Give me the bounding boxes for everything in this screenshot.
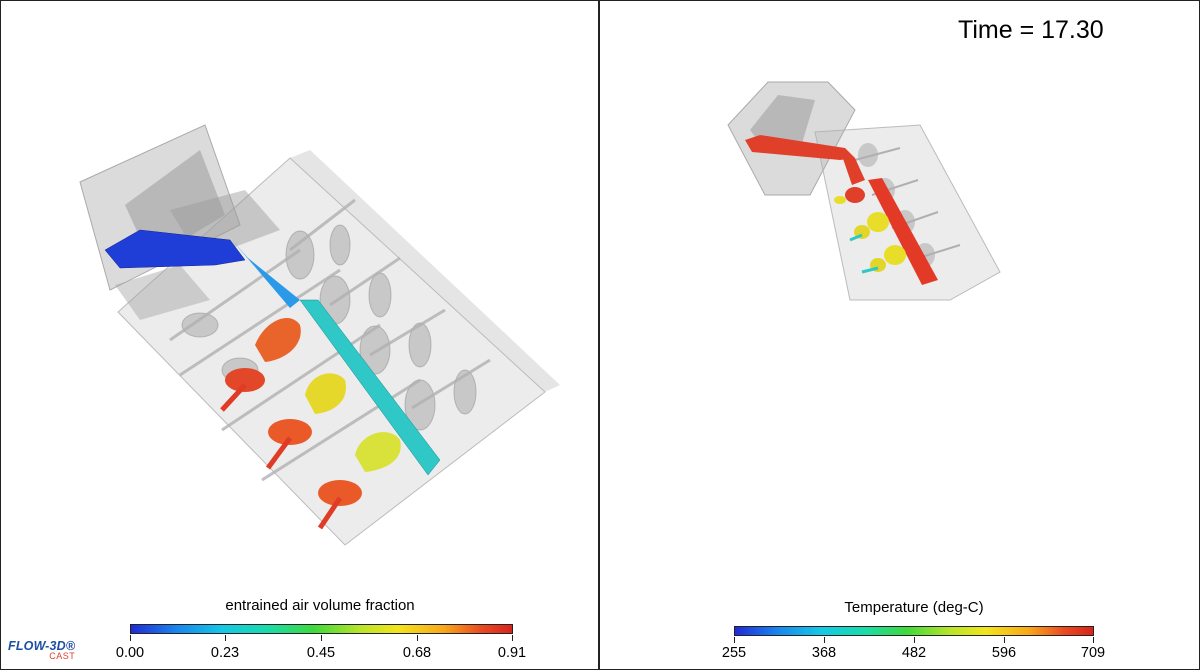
cavity-rods bbox=[169, 198, 491, 482]
legend-tick-temp-4: 709 bbox=[1080, 645, 1106, 661]
pouring-basin bbox=[727, 81, 856, 196]
legend-tick-temp-0: 255 bbox=[721, 645, 747, 661]
legend-tick-air-1: 0.23 bbox=[210, 645, 240, 661]
runner-channel bbox=[840, 150, 865, 185]
legend-tick-air-3: 0.68 bbox=[402, 645, 432, 661]
mold-block bbox=[814, 124, 1001, 301]
right-panel-temperature[interactable]: Time = 17.30 bbox=[600, 0, 1200, 670]
legend-title-air: entrained air volume fraction bbox=[225, 597, 415, 614]
casting-2 bbox=[265, 373, 346, 470]
casting-1 bbox=[220, 317, 301, 412]
legend-title-temperature: Temperature (deg-C) bbox=[844, 599, 984, 616]
legend-tick-temp-2: 482 bbox=[901, 645, 927, 661]
runner-sprue bbox=[745, 135, 855, 160]
runner-sprue bbox=[104, 229, 246, 269]
legend-tick-temp-3: 596 bbox=[991, 645, 1017, 661]
legend-tick-air-0: 0.00 bbox=[115, 645, 145, 661]
time-display: Time = 17.30 bbox=[958, 16, 1104, 44]
casting-1 bbox=[834, 187, 865, 204]
mold-block-top bbox=[290, 150, 560, 392]
left-3d-scene[interactable] bbox=[0, 0, 598, 600]
colorbar-temperature bbox=[734, 626, 1094, 636]
casting-2 bbox=[849, 212, 889, 242]
main-runner-bar bbox=[868, 178, 938, 285]
panel-divider bbox=[598, 0, 600, 670]
right-3d-scene[interactable] bbox=[600, 0, 1200, 600]
legend-tick-air-2: 0.45 bbox=[306, 645, 336, 661]
colorbar-temperature-ticks bbox=[734, 637, 1094, 643]
colorbar-air bbox=[130, 624, 513, 634]
main-runner-bar bbox=[299, 299, 441, 476]
casting-3 bbox=[861, 245, 906, 274]
colorbar-air-ticks bbox=[130, 635, 513, 641]
runner-channel bbox=[232, 240, 300, 308]
left-panel-entrained-air[interactable]: entrained air volume fraction 0.00 0.23 … bbox=[0, 0, 598, 670]
legend-tick-air-4: 0.91 bbox=[497, 645, 527, 661]
basin-foot bbox=[115, 265, 210, 320]
flow3d-logo: FLOW-3D® CAST bbox=[8, 639, 76, 661]
legend-tick-temp-1: 368 bbox=[811, 645, 837, 661]
casting-3 bbox=[317, 432, 401, 530]
